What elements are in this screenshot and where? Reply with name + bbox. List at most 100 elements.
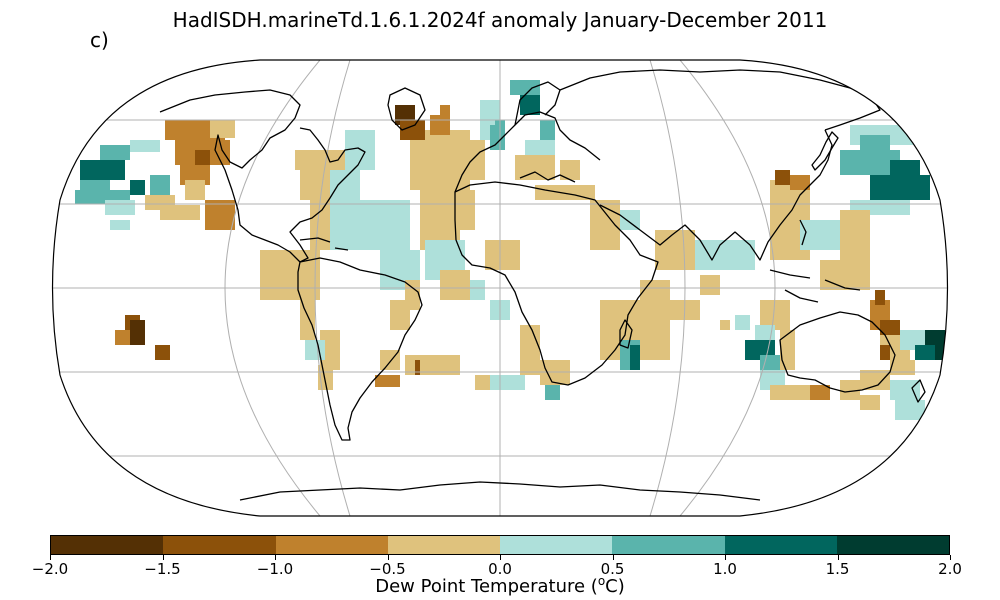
anomaly-cell: [820, 230, 840, 245]
anomaly-cell: [810, 385, 830, 400]
anomaly-cell: [490, 375, 525, 390]
anomaly-cell: [318, 365, 333, 390]
colorbar-tick-label: 2.0: [938, 560, 962, 578]
colorbar-tick-label: −1.5: [144, 560, 181, 578]
anomaly-cell: [485, 105, 495, 125]
anomaly-cell: [130, 140, 160, 152]
colorbar-segment: [612, 536, 725, 554]
anomaly-cell: [560, 160, 580, 180]
anomaly-cell: [875, 290, 885, 305]
anomaly-cell: [345, 130, 375, 170]
anomaly-cell: [295, 150, 355, 170]
anomaly-cell: [620, 210, 640, 230]
coastlines: [159, 69, 926, 501]
anomaly-cell: [185, 180, 205, 200]
anomaly-cell: [300, 300, 315, 340]
colorbar-segment: [163, 536, 276, 554]
anomaly-cell: [895, 400, 925, 420]
colorbar-tick-label: −0.5: [369, 560, 406, 578]
anomaly-cell: [150, 175, 170, 195]
anomaly-cell: [130, 180, 145, 195]
anomaly-cell: [915, 345, 935, 360]
colorbar-tick: [500, 555, 501, 560]
anomaly-cell: [440, 270, 470, 300]
colorbar-label-text: Dew Point Temperature (: [375, 576, 598, 597]
anomaly-cell: [515, 155, 555, 180]
colorbar-tick: [387, 555, 389, 560]
anomaly-cell: [260, 250, 320, 300]
colorbar-tick: [612, 555, 614, 560]
colorbar-tick-label: 1.5: [825, 560, 850, 578]
anomaly-cell: [850, 270, 870, 290]
anomaly-cell: [775, 170, 790, 185]
anomaly-cell: [880, 345, 890, 360]
anomaly-cell: [375, 375, 400, 387]
colorbar-tick-label: 0.5: [600, 560, 625, 578]
anomaly-cell: [520, 325, 540, 375]
anomaly-cell: [890, 380, 920, 400]
world-map: [51, 59, 949, 517]
anomaly-cell: [400, 120, 425, 140]
anomaly-cell: [755, 325, 775, 340]
anomaly-cell: [330, 170, 360, 250]
anomaly-cell: [735, 315, 750, 330]
colorbar-tick-label: 1.0: [713, 560, 737, 578]
anomaly-cell: [205, 200, 235, 230]
colorbar-segment: [836, 536, 949, 554]
anomaly-cell: [780, 330, 795, 370]
colorbar-segment: [51, 536, 164, 554]
anomaly-cell: [210, 120, 235, 138]
colorbar-tick: [725, 555, 726, 560]
anomaly-cell: [105, 200, 135, 215]
anomaly-cell: [545, 385, 560, 400]
anomaly-cell: [145, 195, 175, 210]
anomaly-cell: [655, 230, 695, 270]
graticule: [52, 60, 948, 516]
anomaly-cell: [460, 190, 475, 230]
anomaly-cell: [790, 175, 810, 190]
anomaly-cell: [485, 240, 520, 270]
anomaly-cell: [630, 345, 640, 370]
anomaly-cell: [540, 120, 555, 140]
anomaly-cell: [700, 275, 720, 295]
colorbar: [50, 535, 950, 555]
colorbar-tick: [162, 555, 164, 560]
anomaly-cell: [890, 160, 920, 180]
colorbar-tick-label: 0.0: [488, 560, 512, 578]
anomaly-cell: [390, 300, 410, 330]
globe-outline: [51, 59, 949, 517]
anomaly-cell: [360, 200, 410, 250]
anomaly-cell: [510, 80, 540, 95]
anomaly-cell: [100, 145, 130, 160]
colorbar-tick-label: −1.0: [256, 560, 294, 578]
colorbar-label-tail: C): [605, 576, 625, 597]
colorbar-tick: [950, 555, 951, 560]
anomaly-cell: [155, 345, 170, 360]
anomaly-cell: [490, 120, 505, 150]
anomaly-cell: [130, 320, 145, 345]
anomaly-cell: [640, 280, 670, 360]
anomaly-cell: [305, 340, 325, 360]
colorbar-segment: [724, 536, 837, 554]
panel-label: c): [90, 28, 109, 52]
anomaly-cell: [520, 95, 540, 115]
colorbar-segment: [275, 536, 388, 554]
anomaly-cell: [890, 360, 915, 375]
anomaly-cell: [860, 135, 890, 150]
anomaly-cell: [860, 370, 890, 390]
anomaly-cell: [455, 140, 485, 180]
anomaly-cell: [420, 355, 460, 375]
figure-title: HadISDH.marineTd.1.6.1.2024f anomaly Jan…: [172, 8, 828, 32]
colorbar-tick: [275, 555, 276, 560]
colorbar-tick-label: −2.0: [31, 560, 69, 578]
anomaly-grid: [52, 60, 948, 516]
anomaly-cell: [440, 105, 450, 120]
anomaly-cell: [80, 160, 125, 180]
anomaly-cell: [880, 320, 900, 335]
colorbar-tick: [50, 555, 51, 560]
anomaly-cell: [195, 150, 210, 165]
colorbar-segment: [387, 536, 500, 554]
colorbar-tick: [837, 555, 839, 560]
colorbar-label-super: o: [597, 574, 606, 588]
anomaly-cell: [695, 240, 755, 270]
